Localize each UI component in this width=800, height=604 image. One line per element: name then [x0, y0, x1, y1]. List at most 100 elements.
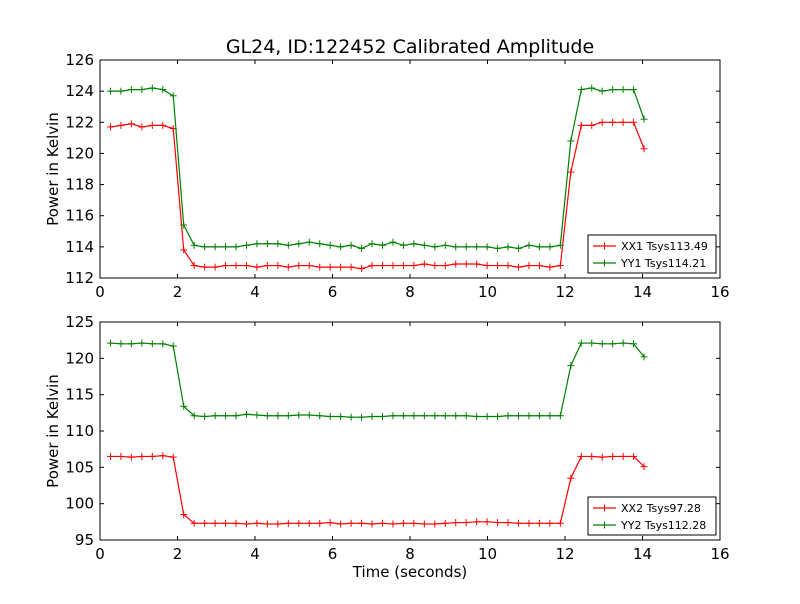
data-point-marker — [504, 262, 512, 270]
series-2 — [106, 339, 648, 421]
data-point-marker — [337, 243, 345, 251]
data-point-marker — [117, 452, 125, 460]
data-point-marker — [201, 263, 209, 271]
x-tick-label: 2 — [173, 283, 183, 301]
data-point-marker — [232, 243, 240, 251]
data-point-marker — [504, 243, 512, 251]
series-line — [110, 455, 645, 525]
data-point-marker — [295, 411, 303, 419]
data-point-marker — [358, 519, 366, 527]
data-point-marker — [368, 412, 376, 420]
x-tick-label: 14 — [633, 545, 652, 563]
data-point-marker — [483, 243, 491, 251]
series-line — [110, 121, 645, 270]
data-point-marker — [180, 221, 188, 229]
data-point-marker — [577, 121, 585, 129]
data-point-marker — [159, 340, 167, 348]
data-point-marker — [284, 263, 292, 271]
data-point-marker — [222, 243, 230, 251]
series-1 — [106, 452, 648, 528]
data-point-marker — [588, 339, 596, 347]
data-point-marker — [378, 241, 386, 249]
data-point-marker — [630, 86, 638, 94]
data-point-marker — [546, 243, 554, 251]
x-tick-label: 8 — [405, 283, 415, 301]
data-point-marker — [347, 413, 355, 421]
data-point-marker — [274, 520, 282, 528]
data-point-marker — [504, 412, 512, 420]
data-point-marker — [305, 238, 313, 246]
legend-label: XX2 Tsys97.28 — [621, 502, 701, 515]
plot-panel-1: 0 2 4 6 8 10 12 14 16 112 114 116 118 120 122 124 126 Pow… — [44, 51, 730, 301]
x-tick-label: 10 — [478, 545, 497, 563]
data-point-marker — [441, 262, 449, 270]
x-tick-label: 6 — [328, 283, 338, 301]
data-point-marker — [598, 118, 606, 126]
data-point-marker — [232, 519, 240, 527]
y-tick-label: 95 — [75, 531, 94, 549]
data-point-marker — [535, 262, 543, 270]
data-point-marker — [159, 121, 167, 129]
data-point-marker — [263, 262, 271, 270]
data-point-marker — [127, 453, 135, 461]
data-point-marker — [441, 412, 449, 420]
data-point-marker — [305, 519, 313, 527]
legend-item: YY2 Tsys112.28 — [593, 519, 706, 532]
legend: XX2 Tsys97.28 YY2 Tsys112.28 — [587, 496, 717, 536]
data-point-marker — [347, 263, 355, 271]
data-point-marker — [473, 518, 481, 526]
data-point-marker — [169, 453, 177, 461]
data-point-marker — [619, 86, 627, 94]
data-point-marker — [630, 340, 638, 348]
data-point-marker — [305, 262, 313, 270]
data-point-marker — [525, 412, 533, 420]
data-point-marker — [525, 262, 533, 270]
data-point-marker — [420, 520, 428, 528]
data-point-marker — [180, 402, 188, 410]
data-point-marker — [284, 241, 292, 249]
data-point-marker — [619, 339, 627, 347]
data-point-marker — [358, 265, 366, 273]
data-point-marker — [441, 241, 449, 249]
data-point-marker — [211, 412, 219, 420]
data-point-marker — [556, 519, 564, 527]
data-point-marker — [201, 243, 209, 251]
data-point-marker — [295, 240, 303, 248]
x-tick-label: 4 — [250, 283, 260, 301]
data-point-marker — [368, 262, 376, 270]
data-point-marker — [253, 240, 261, 248]
data-point-marker — [515, 412, 522, 420]
legend: XX1 Tsys113.49 YY1 Tsys114.21 — [587, 234, 717, 274]
data-point-marker — [242, 520, 250, 528]
y-tick-label: 105 — [65, 458, 94, 476]
data-point-marker — [222, 412, 230, 420]
data-point-marker — [295, 519, 303, 527]
data-point-marker — [358, 244, 366, 252]
data-point-marker — [263, 412, 271, 420]
data-point-marker — [515, 263, 522, 271]
data-point-marker — [358, 413, 366, 421]
data-point-marker — [169, 342, 177, 350]
data-point-marker — [284, 519, 292, 527]
data-point-marker — [546, 263, 554, 271]
data-point-marker — [148, 340, 156, 348]
data-point-marker — [598, 340, 606, 348]
y-tick-label: 125 — [65, 313, 94, 331]
data-point-marker — [546, 412, 554, 420]
data-point-marker — [431, 243, 439, 251]
series-line — [110, 87, 645, 250]
data-point-marker — [347, 241, 355, 249]
x-tick-label: 12 — [555, 545, 574, 563]
data-point-marker — [556, 262, 564, 270]
x-axis-label: Time (seconds) — [352, 563, 468, 581]
data-point-marker — [389, 238, 397, 246]
data-point-marker — [138, 339, 146, 347]
data-point-marker — [106, 452, 114, 460]
legend-item: XX2 Tsys97.28 — [593, 502, 701, 515]
data-point-marker — [127, 120, 135, 128]
data-point-marker — [284, 412, 292, 420]
data-point-marker — [316, 263, 324, 271]
data-point-marker — [535, 519, 543, 527]
y-tick-label: 120 — [65, 349, 94, 367]
data-point-marker — [389, 412, 397, 420]
